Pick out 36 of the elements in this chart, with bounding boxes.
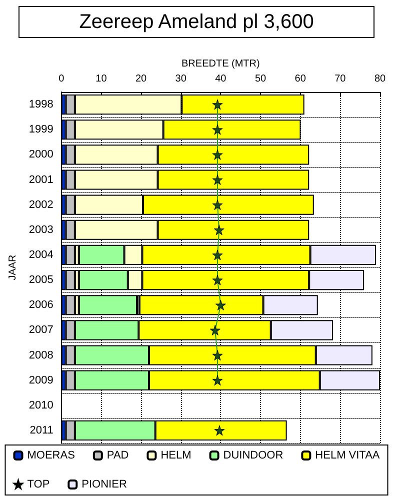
legend-label: TOP xyxy=(27,478,50,490)
y-tick-label: 2007 xyxy=(28,324,54,336)
legend-label: HELM xyxy=(160,450,192,462)
bar xyxy=(66,244,75,265)
y-tick-label: 2011 xyxy=(30,424,54,436)
x-tick-label: 60 xyxy=(294,74,306,84)
legend-label: PAD xyxy=(106,450,129,462)
bar xyxy=(66,270,75,290)
x-tick-label: 0 xyxy=(58,74,65,84)
legend-label: DUINDOOR xyxy=(223,450,284,462)
bar xyxy=(66,295,75,316)
x-tick-label: 50 xyxy=(254,74,267,84)
x-tick-label: 40 xyxy=(215,74,227,84)
y-tick-label: 2004 xyxy=(28,248,54,261)
y-tick-label: 1999 xyxy=(28,124,54,136)
y-tick-label: 2010 xyxy=(28,399,54,412)
x-tick-label: 70 xyxy=(334,74,346,84)
x-tick-label: 30 xyxy=(175,74,187,84)
x-axis-title: BREEDTE (MTR) xyxy=(182,58,260,70)
y-tick-label: 2005 xyxy=(28,274,54,286)
y-tick-label: 2002 xyxy=(28,198,54,211)
y-tick-label: 2009 xyxy=(28,374,54,386)
x-tick-label: 10 xyxy=(96,74,108,84)
legend-label: HELM VITAA xyxy=(315,450,380,462)
x-tick-label: 80 xyxy=(374,74,386,84)
y-tick-label: 2006 xyxy=(28,299,54,312)
legend-label: PIONIER xyxy=(82,478,127,490)
chart-title: Zeereep Ameland pl 3,600 xyxy=(79,11,314,33)
y-tick-label: 2000 xyxy=(28,148,54,161)
y-tick-label: 2003 xyxy=(28,224,54,236)
y-tick-label: 1998 xyxy=(28,98,54,111)
y-axis-title: JAAR xyxy=(8,254,18,280)
legend-label: MOERAS xyxy=(27,450,75,462)
x-tick-label: 20 xyxy=(135,74,148,84)
y-tick-label: 2008 xyxy=(28,349,54,362)
y-tick-label: 2001 xyxy=(28,174,54,186)
